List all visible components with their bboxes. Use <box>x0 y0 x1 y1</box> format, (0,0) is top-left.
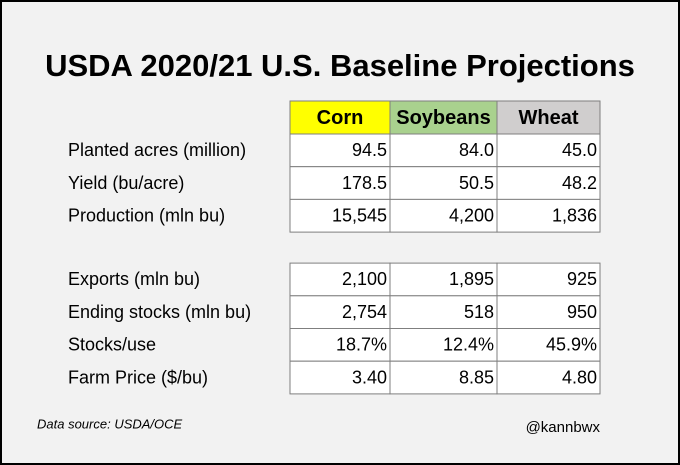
column-header: Soybeans <box>396 107 490 129</box>
cell-value: 518 <box>464 302 494 322</box>
cell-value: 12.4% <box>443 335 494 355</box>
column-header-cell <box>496 100 601 135</box>
cell <box>289 328 391 362</box>
column-header-cell <box>289 100 391 135</box>
cell <box>496 360 601 395</box>
cell <box>496 198 601 233</box>
cell-value: 4,200 <box>449 206 494 226</box>
source-note: Data source: USDA/OCE <box>37 416 183 431</box>
cell-value: 925 <box>567 269 597 289</box>
cell <box>289 166 391 200</box>
cell-value: 1,895 <box>449 269 494 289</box>
row-label: Farm Price ($/bu) <box>68 367 208 387</box>
cell <box>496 166 601 200</box>
cell <box>289 360 391 395</box>
cell-value: 94.5 <box>352 140 387 160</box>
cell-value: 4.80 <box>562 367 597 387</box>
column-header-cell <box>389 100 498 135</box>
handle: @kannbwx <box>526 419 601 436</box>
cell-value: 2,754 <box>342 302 387 322</box>
row-label: Planted acres (million) <box>68 140 246 160</box>
cell <box>289 295 391 329</box>
row-label: Stocks/use <box>68 335 156 355</box>
cell-value: 950 <box>567 302 597 322</box>
cell-value: 3.40 <box>352 367 387 387</box>
cell-value: 45.9% <box>546 335 597 355</box>
cell-value: 84.0 <box>459 140 494 160</box>
row-label: Yield (bu/acre) <box>68 173 184 193</box>
cell-value: 18.7% <box>336 335 387 355</box>
cell-value: 48.2 <box>562 173 597 193</box>
cell-value: 2,100 <box>342 269 387 289</box>
cell-value: 178.5 <box>342 173 387 193</box>
cell <box>389 328 498 362</box>
column-header: Corn <box>317 107 364 129</box>
cell <box>289 262 391 297</box>
column-header: Wheat <box>519 107 579 129</box>
row-label: Ending stocks (mln bu) <box>68 302 251 322</box>
cell <box>496 295 601 329</box>
cell-value: 50.5 <box>459 173 494 193</box>
cell-value: 45.0 <box>562 140 597 160</box>
row-label: Exports (mln bu) <box>68 269 200 289</box>
cell <box>496 328 601 362</box>
title: USDA 2020/21 U.S. Baseline Projections <box>45 48 635 83</box>
cell <box>389 295 498 329</box>
cell <box>389 133 498 168</box>
cell-value: 8.85 <box>459 367 494 387</box>
cell-value: 15,545 <box>332 206 387 226</box>
cell-value: 1,836 <box>552 206 597 226</box>
cell <box>496 262 601 297</box>
cell <box>389 198 498 233</box>
row-label: Production (mln bu) <box>68 206 225 226</box>
